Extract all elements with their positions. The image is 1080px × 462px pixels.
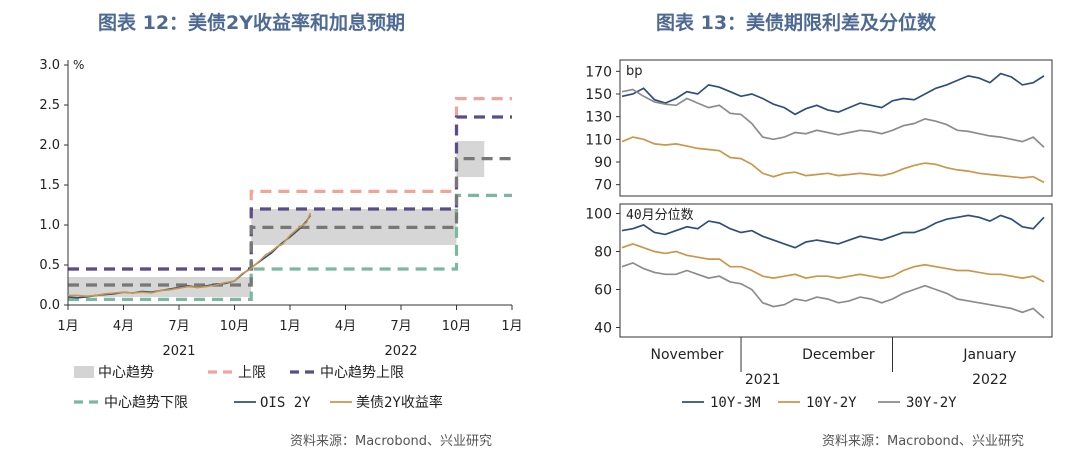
left-chart-title: 图表 12：美债2Y收益率和加息预期 bbox=[98, 12, 406, 34]
right-percentile-label: 40月分位数 bbox=[626, 208, 694, 223]
left-y-tick-label: 0.5 bbox=[39, 258, 60, 273]
right-month-label: November bbox=[651, 347, 724, 363]
left-x-tick-label: 7月 bbox=[390, 319, 411, 334]
legend-label-ct_upper: 中心趋势上限 bbox=[320, 365, 404, 381]
left-x-tick-label: 1月 bbox=[279, 319, 300, 334]
right-panel-0-y-tick-label: 70 bbox=[594, 178, 612, 194]
left-y-tick-label: 1.0 bbox=[39, 218, 60, 233]
right-panel-1-series-10y-2y bbox=[621, 242, 1045, 283]
right-panel-0-series-30y-2y bbox=[621, 88, 1045, 148]
right-panel-frame-0 bbox=[619, 59, 1053, 197]
right-year-label: 2021 bbox=[745, 372, 781, 388]
right-panel-0-series-10y-2y bbox=[621, 136, 1045, 184]
left-x-tick-label: 10月 bbox=[442, 319, 472, 334]
right-panel-1-y-tick-label: 80 bbox=[594, 245, 612, 261]
right-panel-1-y-tick-label: 100 bbox=[585, 207, 612, 223]
left-year-label: 2021 bbox=[162, 344, 195, 359]
left-x-tick-label: 10月 bbox=[220, 319, 250, 334]
legend-label-ust2y: 美债2Y收益率 bbox=[356, 394, 443, 411]
right-panel-1-series-10y-3m bbox=[621, 214, 1045, 249]
right-legend-label-30y-2y: 30Y-2Y bbox=[906, 395, 957, 411]
left-x-tick-label: 4月 bbox=[335, 319, 356, 334]
right-chart-title: 图表 13：美债期限利差及分位数 bbox=[656, 12, 937, 34]
left-x-tick-label: 1月 bbox=[501, 319, 522, 334]
left-y-tick-label: 3.0 bbox=[39, 58, 60, 73]
left-x-tick-label: 1月 bbox=[57, 319, 78, 334]
right-panel-0-series-10y-3m bbox=[621, 72, 1045, 116]
central-trend-median-line bbox=[68, 157, 512, 287]
right-year-label: 2022 bbox=[972, 372, 1008, 388]
left-year-label: 2022 bbox=[384, 344, 417, 359]
left-unit-label: % bbox=[73, 58, 84, 72]
left-y-tick-label: 2.0 bbox=[39, 138, 60, 153]
legend-label-band: 中心趋势 bbox=[98, 365, 154, 381]
right-panel-0-y-tick-label: 130 bbox=[585, 110, 612, 126]
ust-2y-yield-line bbox=[68, 212, 312, 298]
legend-label-ct_lower: 中心趋势下限 bbox=[104, 395, 188, 411]
right-panel-frame-1 bbox=[619, 203, 1053, 338]
legend-label-upper: 上限 bbox=[238, 365, 266, 381]
right-source-note: 资料来源：Macrobond、兴业研究 bbox=[822, 434, 1025, 449]
right-panel-0-y-tick-label: 90 bbox=[594, 155, 612, 171]
central-trend-band-0 bbox=[68, 277, 252, 297]
right-panel-1-y-tick-label: 40 bbox=[594, 321, 612, 337]
left-x-tick-label: 4月 bbox=[113, 319, 134, 334]
left-y-tick-label: 2.5 bbox=[39, 98, 60, 113]
legend-label-ois: OIS 2Y bbox=[260, 395, 311, 411]
right-unit-label: bp bbox=[626, 64, 643, 79]
right-panel-0-y-tick-label: 150 bbox=[585, 87, 612, 103]
left-source-note: 资料来源：Macrobond、兴业研究 bbox=[290, 434, 493, 449]
left-x-tick-label: 7月 bbox=[168, 319, 189, 334]
legend-swatch-central-trend bbox=[74, 366, 94, 378]
left-y-tick-label: 0.0 bbox=[39, 298, 60, 313]
right-panel-1-series-30y-2y bbox=[621, 261, 1045, 319]
right-month-label: December bbox=[802, 347, 875, 363]
left-y-tick-label: 1.5 bbox=[39, 178, 60, 193]
right-month-label: January bbox=[962, 347, 1016, 363]
right-legend-label-10y-2y: 10Y-2Y bbox=[806, 395, 857, 411]
right-panel-0-y-tick-label: 110 bbox=[585, 132, 612, 148]
central-trend-lower-line bbox=[68, 193, 512, 301]
right-panel-1-y-tick-label: 60 bbox=[594, 283, 612, 299]
central-trend-upper-line bbox=[68, 115, 512, 271]
right-legend-label-10y-3m: 10Y-3M bbox=[710, 395, 761, 411]
right-panel-0-y-tick-label: 170 bbox=[585, 64, 612, 80]
